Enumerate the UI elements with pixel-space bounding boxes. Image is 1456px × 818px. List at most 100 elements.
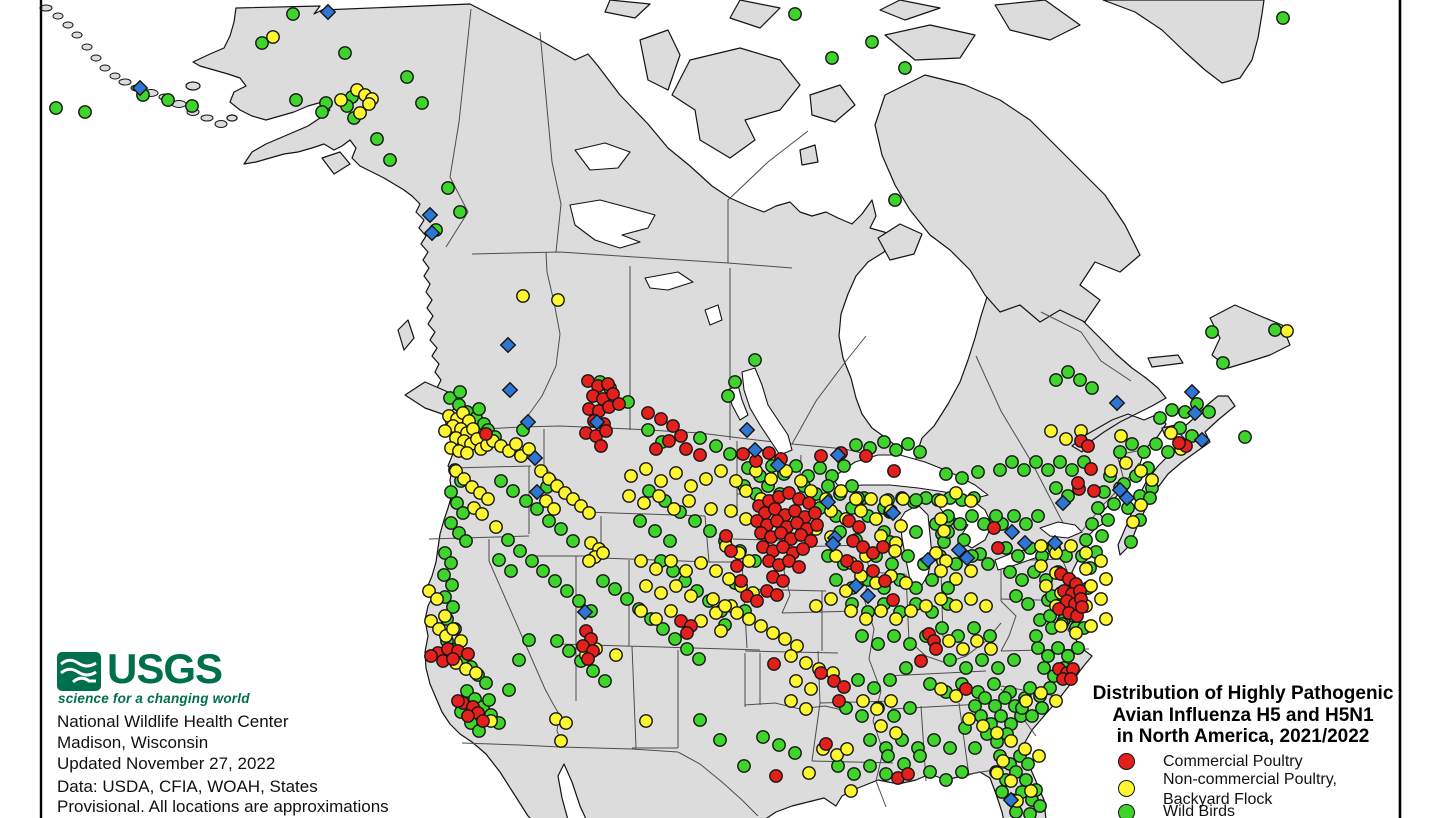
commercial-poultry-point bbox=[612, 397, 626, 411]
noncommercial-poultry-point bbox=[624, 469, 638, 483]
wild-bird-point bbox=[663, 534, 677, 548]
wild-bird-point bbox=[927, 733, 941, 747]
noncommercial-poultry-point bbox=[481, 492, 495, 506]
noncommercial-poultry-point bbox=[1094, 592, 1108, 606]
commercial-poultry-point bbox=[852, 520, 866, 534]
commercial-poultry-point bbox=[814, 666, 828, 680]
wild-bird-point bbox=[1079, 533, 1093, 547]
noncommercial-poultry-point bbox=[884, 694, 898, 708]
noncommercial-poultry-point bbox=[637, 496, 651, 510]
commercial-poultry-point bbox=[1087, 484, 1101, 498]
blue-diamond-point bbox=[528, 483, 546, 501]
noncommercial-poultry-point bbox=[739, 484, 753, 498]
noncommercial-poultry-point bbox=[1044, 424, 1058, 438]
noncommercial-poultry-point bbox=[859, 612, 873, 626]
noncommercial-poultry-point bbox=[1049, 694, 1063, 708]
noncommercial-poultry-point bbox=[949, 486, 963, 500]
wild-bird-point bbox=[1216, 356, 1230, 370]
noncommercial-poultry-point bbox=[1004, 734, 1018, 748]
wild-bird-point bbox=[995, 785, 1009, 799]
wild-bird-point bbox=[1019, 517, 1033, 531]
wild-bird-point bbox=[492, 553, 506, 567]
wild-bird-point bbox=[1025, 709, 1039, 723]
commercial-poultry-point bbox=[599, 424, 613, 438]
noncommercial-poultry-point bbox=[1034, 539, 1048, 553]
noncommercial-poultry-point bbox=[834, 484, 848, 498]
noncommercial-poultry-point bbox=[649, 562, 663, 576]
commercial-poultry-point bbox=[774, 526, 788, 540]
noncommercial-poultry-point bbox=[979, 599, 993, 613]
island-king-william bbox=[799, 144, 819, 166]
noncommercial-poultry-point bbox=[449, 464, 463, 478]
noncommercial-poultry-point bbox=[824, 592, 838, 606]
noncommercial-poultry-point bbox=[934, 682, 948, 696]
wild-bird-point bbox=[554, 522, 568, 536]
commercial-poultry-point bbox=[776, 540, 790, 554]
lake-winnipeg bbox=[741, 367, 793, 456]
commercial-poultry-point bbox=[693, 448, 707, 462]
noncommercial-poultry-point bbox=[1084, 619, 1098, 633]
wild-bird-point bbox=[955, 471, 969, 485]
commercial-poultry-point bbox=[446, 652, 460, 666]
wild-bird-point bbox=[370, 132, 384, 146]
noncommercial-poultry-point bbox=[654, 474, 668, 488]
wild-bird-point bbox=[1023, 681, 1037, 695]
noncommercial-poultry-point bbox=[970, 634, 984, 648]
commercial-poultry-point bbox=[649, 442, 663, 456]
noncommercial-poultry-point bbox=[937, 524, 951, 538]
commercial-poultry-point bbox=[782, 554, 796, 568]
wild-bird-point bbox=[1124, 535, 1138, 549]
noncommercial-poultry-point bbox=[669, 579, 683, 593]
wild-bird-point bbox=[315, 105, 329, 119]
wild-bird-point bbox=[255, 36, 269, 50]
noncommercial-poultry-point bbox=[804, 484, 818, 498]
wild-bird-point bbox=[887, 629, 901, 643]
noncommercial-poultry-point bbox=[634, 554, 648, 568]
noncommercial-poultry-point bbox=[739, 512, 753, 526]
noncommercial-poultry-point bbox=[854, 504, 868, 518]
noncommercial-poultry-point bbox=[522, 442, 536, 456]
noncommercial-poultry-point bbox=[718, 599, 732, 613]
noncommercial-poultry-point bbox=[869, 512, 883, 526]
wild-bird-point bbox=[494, 474, 508, 488]
wild-bird-point bbox=[865, 35, 879, 49]
wild-bird-point bbox=[548, 574, 562, 588]
wild-bird-point bbox=[981, 557, 995, 571]
wild-bird-point bbox=[837, 459, 851, 473]
noncommercial-poultry-point bbox=[790, 639, 804, 653]
wild-bird-point bbox=[1007, 509, 1021, 523]
wild-bird-point bbox=[1153, 411, 1167, 425]
noncommercial-poultry-point bbox=[934, 512, 948, 526]
commercial-poultry-point bbox=[1075, 600, 1089, 614]
island-banks bbox=[639, 29, 681, 91]
island-ellesmere bbox=[994, 0, 1081, 41]
wild-bird-point bbox=[1202, 405, 1216, 419]
noncommercial-poultry-point bbox=[684, 479, 698, 493]
wild-bird-point bbox=[885, 557, 899, 571]
lake-athabasca bbox=[644, 271, 694, 291]
blue-diamond-point bbox=[319, 3, 337, 21]
noncommercial-poultry-point bbox=[1032, 749, 1046, 763]
wild-bird-point bbox=[847, 767, 861, 781]
wild-bird-point bbox=[756, 730, 770, 744]
blue-diamond-point bbox=[746, 441, 764, 459]
commercial-poultry-point bbox=[769, 769, 783, 783]
noncommercial-poultry-point bbox=[639, 714, 653, 728]
wild-bird-point bbox=[504, 564, 518, 578]
wild-bird-point bbox=[855, 709, 869, 723]
noncommercial-poultry-point bbox=[934, 592, 948, 606]
noncommercial-poultry-point bbox=[844, 604, 858, 618]
wild-bird-point bbox=[1005, 455, 1019, 469]
wild-bird-point bbox=[1029, 455, 1043, 469]
noncommercial-poultry-point bbox=[639, 579, 653, 593]
wild-bird-point bbox=[898, 61, 912, 75]
commercial-poultry-point bbox=[859, 449, 873, 463]
noncommercial-poultry-point bbox=[596, 546, 610, 560]
noncommercial-poultry-point bbox=[896, 492, 910, 506]
wild-bird-point bbox=[939, 773, 953, 787]
wild-bird-point bbox=[633, 514, 647, 528]
noncommercial-poultry-point bbox=[766, 626, 780, 640]
wild-bird-point bbox=[1085, 381, 1099, 395]
commercial-poultry-point bbox=[606, 387, 620, 401]
commercial-poultry-point bbox=[581, 652, 595, 666]
